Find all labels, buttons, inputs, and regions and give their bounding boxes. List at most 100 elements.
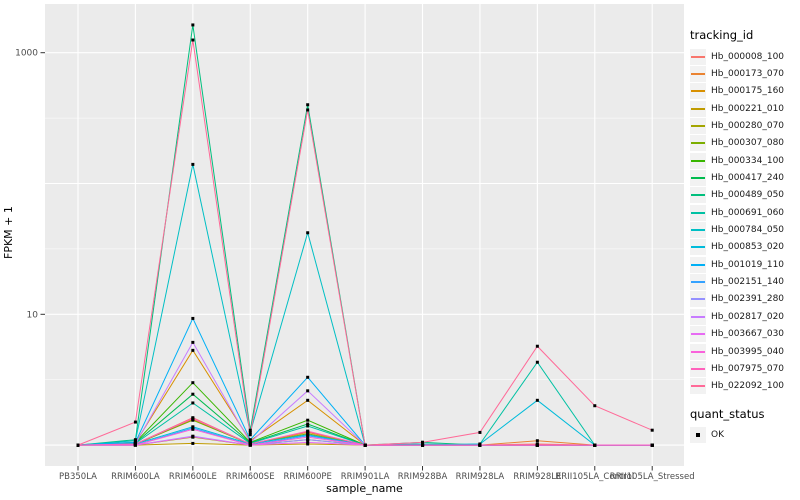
data-point xyxy=(306,398,310,402)
legend-key-point xyxy=(690,426,706,443)
legend-line-icon xyxy=(691,107,705,110)
data-point xyxy=(535,439,539,443)
legend-item: Hb_003667_030 xyxy=(690,326,798,343)
x-tick-label: RRIM600SE xyxy=(226,472,275,482)
data-point xyxy=(191,23,195,27)
point-square-icon xyxy=(696,432,700,437)
x-tick-label: RRIM928BA xyxy=(398,472,448,482)
data-point xyxy=(191,416,195,420)
data-point xyxy=(191,38,195,42)
legend-key xyxy=(690,118,706,135)
legend-label: Hb_002391_280 xyxy=(711,294,785,305)
legend-key xyxy=(690,83,706,100)
legend-items: Hb_000008_100 Hb_000173_070 Hb_000175_160 H… xyxy=(690,48,798,395)
data-point xyxy=(191,427,195,431)
legend-item: Hb_003995_040 xyxy=(690,343,798,360)
data-point xyxy=(593,404,597,408)
legend-key xyxy=(690,187,706,204)
legend-label: Hb_000784_050 xyxy=(711,225,785,236)
legend-key xyxy=(690,378,706,395)
legend-label: Hb_000853_020 xyxy=(711,242,785,253)
legend-label: Hb_022092_100 xyxy=(711,381,785,392)
data-point xyxy=(76,443,80,447)
legend-label: Hb_000221_010 xyxy=(711,103,785,114)
legend-key xyxy=(690,66,706,83)
data-point xyxy=(248,433,252,437)
data-point xyxy=(191,401,195,405)
legend-item: Hb_002817_020 xyxy=(690,308,798,325)
y-axis-title: FPKM + 1 xyxy=(2,206,15,259)
legend-key xyxy=(690,48,706,65)
data-point xyxy=(248,440,252,444)
legend-key xyxy=(690,326,706,343)
legend-item: Hb_000784_050 xyxy=(690,221,798,239)
data-point xyxy=(306,429,310,433)
legend-line-icon xyxy=(691,298,705,301)
data-point xyxy=(363,443,367,447)
legend-label: Hb_002817_020 xyxy=(711,311,785,322)
data-point xyxy=(191,381,195,385)
legend-line-icon xyxy=(691,229,705,232)
legend-key xyxy=(690,170,706,187)
legend-line-icon xyxy=(691,333,705,336)
legend-item: Hb_000307_080 xyxy=(690,135,798,152)
legend-item: Hb_000691_060 xyxy=(690,204,798,221)
data-point xyxy=(421,440,425,444)
data-point xyxy=(133,420,137,424)
legend-item: Hb_002151_140 xyxy=(690,273,798,291)
legend-line-icon xyxy=(691,125,705,128)
legend-label: Hb_000691_060 xyxy=(711,207,785,218)
legend-label: Hb_000175_160 xyxy=(711,86,785,97)
legend-item-quant: OK xyxy=(690,426,798,443)
legend-line-icon xyxy=(691,263,705,266)
legend-label: Hb_000489_050 xyxy=(711,190,785,201)
data-point xyxy=(593,443,597,447)
legend-item: Hb_000173_070 xyxy=(690,65,798,83)
x-tick-label: RRIM928LA xyxy=(456,472,505,482)
legend-label: Hb_000307_080 xyxy=(711,138,785,149)
legend-item: Hb_000853_020 xyxy=(690,239,798,256)
legend-key xyxy=(690,360,706,377)
data-point xyxy=(191,162,195,166)
legend-item: Hb_001019_110 xyxy=(690,256,798,273)
legend-line-icon xyxy=(691,159,705,162)
legend-label: Hb_003995_040 xyxy=(711,346,785,357)
data-point xyxy=(478,430,482,434)
legend-key xyxy=(690,256,706,273)
legend-item: Hb_000334_100 xyxy=(690,152,798,169)
data-point xyxy=(306,424,310,428)
data-point xyxy=(478,443,482,447)
data-point xyxy=(306,103,310,107)
data-point xyxy=(535,398,539,402)
legend-label: OK xyxy=(711,429,724,440)
data-point xyxy=(306,108,310,112)
data-point xyxy=(248,438,252,442)
data-point xyxy=(535,360,539,364)
legend-line-icon xyxy=(691,142,705,145)
data-point xyxy=(191,435,195,439)
data-point xyxy=(306,438,310,442)
y-tick-label: 1000 xyxy=(15,49,38,59)
legend-label: Hb_000173_070 xyxy=(711,69,785,80)
legend: tracking_id Hb_000008_100 Hb_000173_070 Hb… xyxy=(690,28,798,443)
data-point xyxy=(650,443,654,447)
legend-line-icon xyxy=(691,55,705,58)
legend-label: Hb_001019_110 xyxy=(711,259,785,270)
data-point xyxy=(133,442,137,446)
data-point xyxy=(535,443,539,447)
legend-item: Hb_000417_240 xyxy=(690,169,798,187)
legend-key xyxy=(690,291,706,308)
legend-item: Hb_000221_010 xyxy=(690,100,798,117)
legend-line-icon xyxy=(691,211,705,214)
data-point xyxy=(191,340,195,344)
data-point xyxy=(306,442,310,446)
data-point xyxy=(191,316,195,320)
legend-item: Hb_022092_100 xyxy=(690,378,798,395)
legend-line-icon xyxy=(691,194,705,197)
panel-background xyxy=(45,4,684,466)
legend-line-icon xyxy=(691,177,705,180)
x-tick-label: RRIM928LE xyxy=(513,472,561,482)
data-point xyxy=(133,440,137,444)
